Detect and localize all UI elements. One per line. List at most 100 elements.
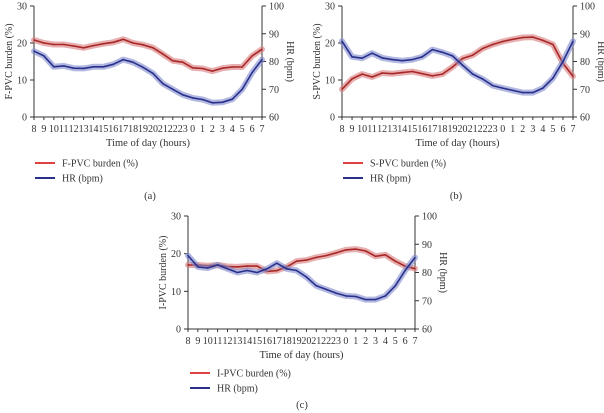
- x-tick-label: 5: [240, 124, 245, 135]
- pvc-data-point: [325, 254, 327, 257]
- pvc-data-point: [191, 66, 194, 69]
- left-y-tick-label: 30: [17, 2, 27, 13]
- pvc-data-point: [62, 43, 65, 46]
- legend-label-pvc: I-PVC burden (%): [217, 369, 291, 380]
- right-y-tick-label: 80: [580, 57, 590, 68]
- hr-data-point: [197, 266, 199, 268]
- hr-data-point: [381, 57, 383, 59]
- hr-data-point: [53, 65, 55, 68]
- hr-data-point: [345, 295, 347, 297]
- x-tick-label: 6: [250, 124, 255, 135]
- hr-data-point: [325, 288, 327, 291]
- x-tick-label: 0: [190, 124, 195, 135]
- hr-data-point: [187, 254, 189, 257]
- hr-data-point: [241, 88, 243, 91]
- x-tick-label: 7: [571, 124, 576, 135]
- hr-data-point: [354, 295, 357, 298]
- pvc-data-point: [381, 72, 383, 74]
- hr-series-line: [341, 40, 574, 94]
- pvc-data-point: [491, 43, 494, 46]
- hr-data-point: [404, 269, 406, 272]
- pvc-data-point: [92, 44, 95, 47]
- pvc-data-point: [231, 66, 234, 68]
- x-tick-label: 14: [242, 336, 252, 347]
- pvc-data-point: [152, 47, 154, 49]
- hr-data-point: [266, 268, 268, 270]
- x-tick-label: 0: [343, 336, 348, 347]
- pvc-data-point: [315, 256, 318, 259]
- hr-data-point: [261, 58, 263, 61]
- x-tick-label: 20: [301, 336, 311, 347]
- hr-data-point: [201, 98, 204, 101]
- right-y-tick-label: 80: [269, 57, 279, 68]
- legend-label-pvc: S-PVC burden (%): [370, 159, 446, 170]
- pvc-data-point: [261, 48, 263, 51]
- pvc-data-point: [241, 66, 243, 68]
- x-tick-label: 16: [417, 124, 427, 135]
- x-tick-label: 20: [458, 124, 468, 135]
- panel-label: (c): [296, 400, 308, 411]
- pvc-data-point: [112, 41, 115, 44]
- hr-data-point: [206, 267, 209, 269]
- panel-label: (b): [450, 191, 463, 202]
- hr-data-point: [371, 52, 373, 54]
- x-tick-label: 0: [500, 124, 505, 135]
- hr-data-point: [152, 72, 154, 75]
- right-y-tick-label: 80: [422, 268, 432, 279]
- x-tick-label: 5: [393, 336, 398, 347]
- hr-data-point: [285, 268, 288, 270]
- x-tick-label: 1: [510, 124, 515, 135]
- pvc-data-point: [221, 67, 224, 69]
- pvc-data-point: [391, 72, 394, 75]
- legend-label-hr: HR (bpm): [62, 174, 103, 185]
- legend-label-hr: HR (bpm): [370, 174, 411, 185]
- pvc-data-point: [481, 47, 484, 50]
- hr-data-point: [421, 55, 424, 58]
- hr-data-point: [112, 63, 115, 66]
- pvc-series-line: [33, 38, 263, 72]
- pvc-data-point: [521, 36, 524, 39]
- right-y-axis-title: HR (bpm): [437, 252, 448, 293]
- x-tick-label: 5: [550, 124, 555, 135]
- pvc-data-point: [364, 250, 367, 252]
- pvc-data-point: [414, 267, 416, 270]
- x-tick-label: 8: [32, 124, 37, 135]
- pvc-data-point: [501, 40, 504, 43]
- hr-data-point: [211, 102, 214, 104]
- x-tick-label: 17: [427, 124, 437, 135]
- hr-data-point: [226, 268, 229, 270]
- pvc-data-point: [542, 39, 544, 42]
- x-tick-label: 20: [148, 124, 158, 135]
- pvc-data-point: [451, 66, 454, 68]
- x-tick-label: 22: [478, 124, 488, 135]
- left-y-tick-label: 10: [325, 76, 335, 87]
- left-y-axis-title: F-PVC burden (%): [4, 23, 15, 99]
- hr-data-point: [276, 262, 278, 264]
- hr-data-point: [142, 66, 144, 69]
- right-y-axis-title: HR (bpm): [284, 41, 295, 82]
- x-tick-label: 1: [200, 124, 205, 135]
- x-tick-label: 11: [59, 124, 69, 135]
- pvc-data-point: [511, 38, 514, 41]
- legend-label-pvc: F-PVC burden (%): [62, 159, 138, 170]
- hr-data-point: [431, 48, 434, 51]
- hr-data-point: [491, 84, 494, 87]
- x-tick-label: 3: [220, 124, 225, 135]
- left-y-tick-label: 0: [330, 113, 335, 124]
- left-y-tick-label: 10: [171, 287, 181, 298]
- x-tick-label: 11: [367, 124, 377, 135]
- pvc-data-point: [431, 75, 434, 77]
- hr-data-point: [246, 269, 249, 272]
- pvc-data-point: [122, 38, 125, 41]
- hr-series-line: [33, 50, 263, 104]
- x-tick-label: 9: [41, 124, 46, 135]
- x-tick-label: 13: [232, 336, 242, 347]
- hr-data-point: [364, 298, 367, 301]
- left-y-tick-label: 10: [17, 76, 27, 87]
- hr-data-point: [335, 292, 337, 294]
- hr-data-point: [374, 298, 377, 301]
- x-tick-label: 19: [292, 336, 302, 347]
- hr-data-point: [341, 40, 343, 43]
- pvc-data-point: [211, 70, 214, 72]
- hr-data-point: [256, 271, 258, 274]
